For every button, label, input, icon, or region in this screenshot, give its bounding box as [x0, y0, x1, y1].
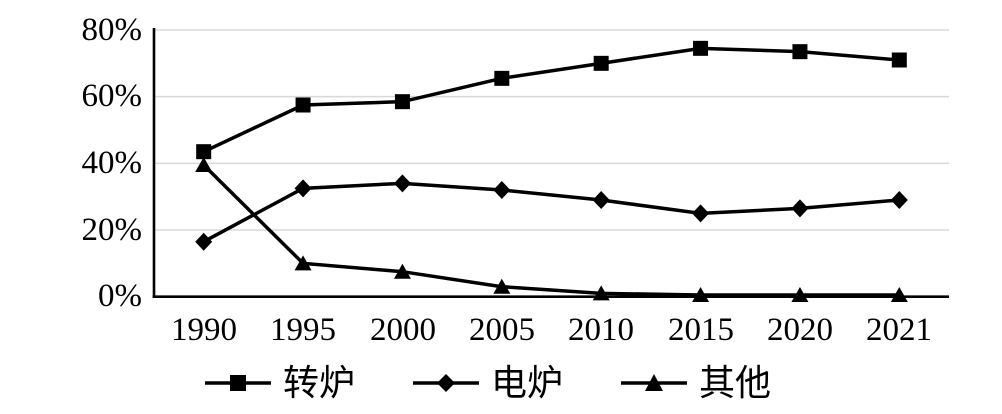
triangle-marker	[692, 287, 710, 303]
triangle-marker	[294, 255, 312, 271]
square-marker	[494, 70, 510, 86]
x-axis-tick-label: 2015	[668, 312, 734, 348]
x-axis-tick-label: 2010	[568, 312, 634, 348]
y-axis-tick-label: 60%	[81, 78, 143, 114]
diamond-marker	[890, 191, 908, 210]
triangle-marker	[791, 287, 809, 303]
square-marker	[693, 40, 709, 56]
y-axis-tick-label: 40%	[81, 145, 143, 181]
x-axis-tick-label: 1990	[171, 312, 237, 348]
square-marker	[593, 55, 609, 71]
square-marker	[891, 52, 907, 68]
legend: 转炉 电炉 其他	[205, 362, 771, 404]
legend-square-marker-icon	[205, 375, 271, 391]
y-axis-tick-label: 80%	[81, 11, 143, 48]
legend-diamond-marker-icon	[413, 374, 480, 392]
y-axis-tick-label: 20%	[81, 211, 143, 248]
square-marker	[295, 97, 311, 113]
legend-item-electric: 电炉	[413, 362, 563, 404]
series-line-diamond	[202, 181, 900, 244]
triangle-marker	[393, 263, 411, 279]
diamond-marker	[294, 179, 312, 198]
legend-item-other: 其他	[621, 362, 771, 404]
series-line-triangle	[202, 163, 900, 297]
diamond-marker	[195, 232, 213, 251]
legend-label: 其他	[699, 363, 772, 403]
x-axis-tick-label: 1995	[270, 312, 336, 348]
y-axis-tick-label: 0%	[98, 278, 142, 314]
legend-label: 转炉	[283, 363, 356, 403]
triangle-marker	[890, 287, 908, 303]
square-marker	[394, 94, 410, 110]
square-marker	[792, 44, 808, 60]
series-line-square	[202, 46, 900, 154]
diamond-marker	[692, 204, 710, 223]
square-marker	[196, 144, 212, 160]
triangle-marker	[195, 157, 213, 173]
diamond-marker	[592, 191, 610, 210]
legend-label: 电炉	[491, 363, 564, 403]
x-axis-tick-label: 2021	[866, 312, 932, 348]
x-axis-tick-label: 2005	[469, 312, 535, 348]
x-axis-tick-label: 2020	[767, 312, 833, 348]
legend-triangle-marker-icon	[621, 374, 688, 391]
triangle-marker	[493, 278, 511, 294]
legend-item-converter: 转炉	[205, 362, 355, 404]
triangle-marker	[592, 285, 610, 301]
x-axis-tick-label: 2000	[370, 312, 436, 348]
diamond-marker	[791, 199, 809, 218]
diamond-marker	[393, 174, 411, 193]
diamond-marker	[493, 181, 511, 200]
